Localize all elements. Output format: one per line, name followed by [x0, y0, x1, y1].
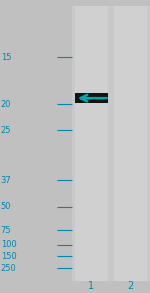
Text: 250: 250 [1, 264, 16, 272]
Text: 15: 15 [1, 53, 11, 62]
Text: 20: 20 [1, 100, 11, 108]
Text: 75: 75 [1, 226, 11, 234]
Text: 1: 1 [88, 281, 94, 291]
Text: 150: 150 [1, 252, 16, 261]
Text: 100: 100 [1, 240, 16, 249]
Bar [114, 6, 147, 281]
Text: 2: 2 [127, 281, 134, 291]
Bar [75, 93, 108, 103]
Bar [75, 6, 108, 281]
Text: 37: 37 [1, 176, 12, 185]
Bar [72, 6, 150, 281]
Text: 50: 50 [1, 202, 11, 211]
Text: 25: 25 [1, 126, 11, 135]
